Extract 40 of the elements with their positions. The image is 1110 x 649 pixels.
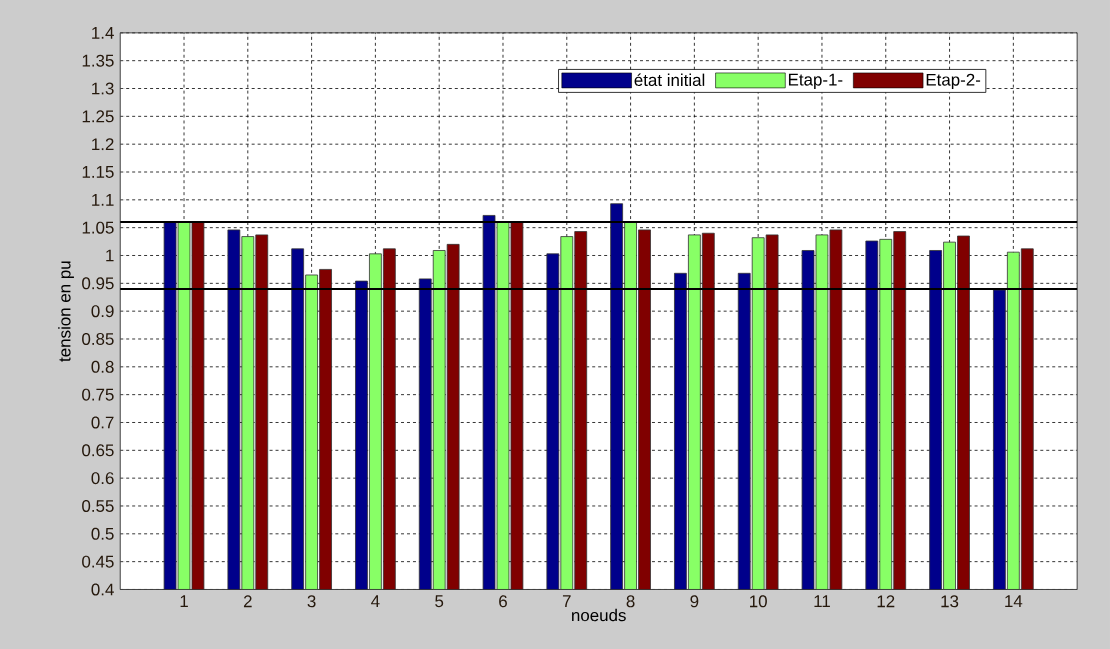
x-tick-label: 5 [435,595,444,608]
legend-label: Etap-1- [788,73,843,89]
x-tick-label: 1 [180,595,188,607]
y-tick-label: 0.55 [82,499,114,512]
x-tick-label: 12 [877,595,895,608]
x-tick-label: 11 [814,595,830,607]
x-tick-label: 10 [750,595,767,608]
y-tick-label: 0.5 [91,527,114,540]
y-tick-label: 0.4 [91,583,114,596]
y-tick-label: 1.2 [92,138,114,150]
y-tick-label: 1.05 [82,221,114,234]
y-axis-title: tension en pu [58,261,74,362]
legend-label: état initial [634,73,705,86]
x-tick-label: 6 [499,595,507,608]
x-tick-label: 7 [562,595,571,607]
x-tick-label: 14 [1005,595,1023,607]
y-tick-label: 0.65 [82,444,114,457]
y-tick-label: 0.85 [82,332,114,345]
y-tick-label: 1 [106,249,114,262]
y-tick-label: 1.3 [92,82,114,95]
y-tick-label: 0.9 [91,305,114,318]
x-axis-title: noeuds [572,608,626,622]
x-tick-label: 13 [941,595,959,608]
y-tick-label: 0.7 [91,416,114,429]
x-tick-label: 2 [243,595,252,608]
y-tick-label: 1.15 [82,165,114,178]
y-tick-label: 0.95 [82,277,114,290]
y-tick-label: 0.6 [91,472,114,485]
x-tick-label: 8 [626,595,635,608]
x-tick-label: 3 [307,595,316,608]
y-tick-label: 0.45 [82,555,114,568]
y-tick-label: 1.35 [82,54,114,67]
legend-label: Etap-2- [926,73,981,89]
y-tick-label: 0.75 [82,388,114,401]
y-tick-label: 1.1 [92,193,114,206]
y-tick-label: 0.8 [91,360,114,373]
x-tick-label: 4 [371,595,380,607]
x-tick-label: 9 [690,595,699,608]
y-tick-label: 1.4 [92,26,114,39]
y-tick-label: 1.25 [82,110,114,123]
